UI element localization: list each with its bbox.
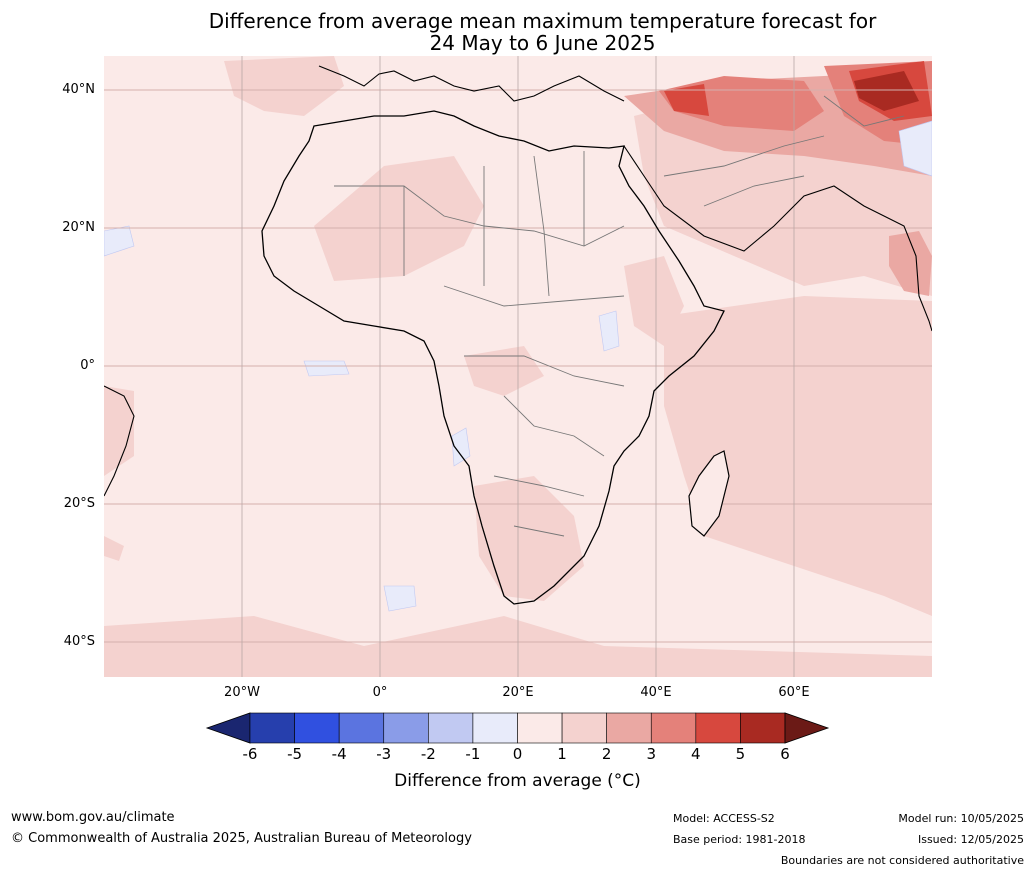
title-line-2: 24 May to 6 June 2025	[429, 31, 656, 55]
forecast-map	[104, 56, 932, 677]
colorbar	[205, 712, 830, 744]
colorbar-cell	[338, 712, 385, 744]
title-line-1: Difference from average mean maximum tem…	[208, 9, 877, 33]
colorbar-cell	[249, 712, 295, 744]
footer-model-run: Model run: 10/05/2025	[898, 812, 1024, 825]
colorbar-tick-label: 4	[691, 745, 701, 763]
colorbar-cell	[561, 712, 607, 744]
colorbar-cell	[517, 712, 563, 744]
colorbar-tick-label: -2	[420, 745, 436, 763]
colorbar-max-extension	[784, 712, 830, 744]
colorbar-cell	[740, 712, 786, 744]
footer-copyright: © Commonwealth of Australia 2025, Austra…	[11, 831, 472, 846]
colorbar-tick-label: 1	[557, 745, 567, 763]
colorbar-cell	[606, 712, 652, 744]
colorbar-tick-label: 3	[646, 745, 657, 763]
footer-disclaimer: Boundaries are not considered authoritat…	[780, 854, 1024, 867]
colorbar-tick-label: 2	[601, 745, 612, 763]
colorbar-cell	[472, 712, 518, 744]
country-borders	[334, 95, 905, 537]
colorbar-tick-label: -5	[287, 745, 303, 763]
europe-coastline	[318, 65, 625, 102]
colorbar-tick-label: -6	[242, 745, 258, 763]
lon-label-40e: 40°E	[640, 685, 672, 700]
colorbar-tick-label: -3	[376, 745, 392, 763]
lon-label-60e: 60°E	[778, 685, 810, 700]
colorbar-label: Difference from average (°C)	[394, 771, 641, 791]
colorbar-cells	[205, 712, 830, 744]
colorbar-tick-label: 5	[735, 745, 746, 763]
colorbar-tick-label: -4	[331, 745, 347, 763]
lat-label-equator: 0°	[80, 358, 95, 373]
map-svg	[104, 56, 932, 677]
anomaly-negative-regions	[104, 120, 932, 612]
lat-label-20n: 20°N	[62, 220, 95, 235]
map-title: Difference from average mean maximum tem…	[0, 10, 1035, 54]
colorbar-tick-label: 0	[512, 745, 523, 763]
footer-model: Model: ACCESS-S2	[673, 812, 775, 825]
lat-label-20s: 20°S	[63, 496, 95, 511]
africa-coastline	[261, 110, 725, 605]
colorbar-cell	[294, 712, 340, 744]
lat-label-40s: 40°S	[63, 634, 95, 649]
colorbar-cell	[383, 712, 429, 744]
colorbar-cell	[428, 712, 474, 744]
madagascar-coastline	[688, 450, 730, 537]
lon-label-0: 0°	[372, 685, 388, 700]
colorbar-tick-label: -1	[465, 745, 481, 763]
lon-label-20e: 20°E	[502, 685, 534, 700]
footer-issued: Issued: 12/05/2025	[917, 833, 1024, 846]
colorbar-cell	[650, 712, 697, 744]
footer-base-period: Base period: 1981-2018	[673, 833, 806, 846]
colorbar-tick-label: 6	[780, 745, 790, 763]
asia-coastline	[623, 145, 932, 332]
anomaly-5-6-regions	[854, 71, 919, 111]
colorbar-cell	[695, 712, 741, 744]
lon-label-20w: 20°W	[224, 685, 260, 700]
south-america-coastline	[104, 385, 135, 497]
footer-url: www.bom.gov.au/climate	[11, 810, 175, 825]
colorbar-min-extension	[205, 712, 251, 744]
graticule-lon	[241, 56, 795, 677]
lat-label-40n: 40°N	[62, 82, 95, 97]
